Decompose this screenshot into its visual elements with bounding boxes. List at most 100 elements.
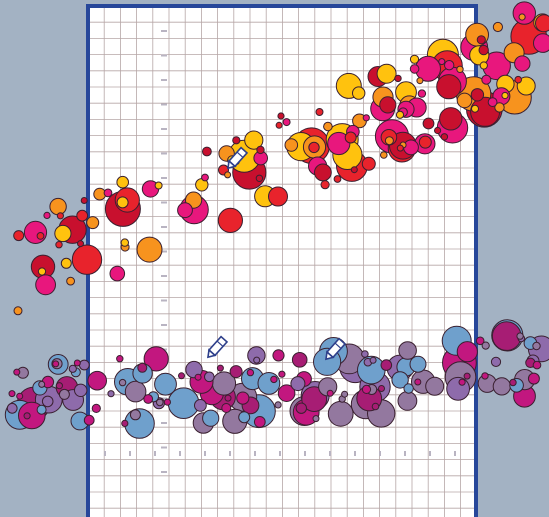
dot	[277, 112, 285, 120]
tick-mark	[161, 446, 167, 449]
dot	[487, 97, 498, 107]
tick-mark	[154, 451, 156, 456]
tick-mark	[129, 451, 131, 456]
dot	[438, 58, 446, 66]
dot	[481, 74, 492, 85]
dot	[403, 139, 419, 156]
pencil-tip	[206, 348, 217, 359]
dot	[527, 372, 540, 385]
dot	[409, 64, 420, 74]
dot	[333, 175, 342, 183]
dot	[378, 385, 385, 392]
tick-mark	[161, 54, 167, 57]
dot	[201, 173, 209, 182]
dot	[86, 216, 100, 230]
dot	[274, 401, 282, 409]
pencil-icons	[206, 146, 347, 361]
dot	[369, 356, 377, 364]
pencil-icon	[324, 337, 347, 361]
dot	[481, 341, 490, 350]
dot	[514, 55, 531, 72]
dot	[308, 141, 320, 154]
dot	[80, 197, 88, 204]
dot	[76, 209, 89, 222]
dot	[56, 212, 65, 220]
dot	[23, 412, 31, 420]
dot	[398, 341, 417, 360]
dot	[256, 145, 265, 155]
dot	[509, 378, 517, 387]
tick-mark	[161, 275, 167, 277]
dot	[244, 130, 264, 150]
tick-mark	[204, 451, 206, 456]
dot	[376, 63, 397, 84]
pencil-band	[236, 151, 244, 158]
dot	[91, 403, 101, 413]
dot	[16, 392, 24, 400]
dot	[71, 244, 103, 275]
warm-dot-cluster	[13, 1, 549, 316]
dot	[475, 336, 485, 346]
dot	[202, 146, 212, 157]
dot	[232, 136, 241, 145]
dot	[465, 22, 490, 47]
tick-marks	[104, 30, 456, 473]
dot	[490, 356, 502, 367]
dot	[470, 88, 485, 102]
dot	[204, 371, 215, 383]
dot	[257, 372, 281, 395]
dot	[397, 391, 418, 411]
dot	[533, 33, 549, 53]
dot	[492, 377, 511, 396]
tick-mark	[161, 324, 167, 326]
dot	[129, 409, 141, 421]
dot	[272, 349, 285, 362]
dot	[350, 166, 358, 174]
grid-lines	[87, 5, 476, 517]
dot	[418, 135, 432, 149]
dot	[458, 378, 466, 386]
dot	[77, 240, 84, 248]
tick-mark	[454, 451, 456, 456]
dot	[217, 207, 243, 233]
dot	[416, 77, 424, 85]
dot	[221, 403, 232, 413]
dot	[116, 355, 124, 363]
tick-mark	[161, 299, 167, 302]
dot	[13, 230, 25, 242]
dot	[66, 276, 75, 286]
dot	[436, 74, 462, 100]
dot	[532, 360, 542, 370]
dot	[394, 74, 402, 83]
dot	[494, 102, 505, 113]
tick-mark	[354, 451, 356, 456]
dot	[282, 118, 291, 127]
tick-mark	[304, 451, 306, 456]
dot	[74, 383, 88, 397]
dot	[535, 14, 549, 33]
dot	[107, 390, 115, 398]
tick-mark	[161, 201, 167, 204]
dot	[224, 394, 232, 402]
tick-mark	[161, 177, 167, 179]
tick-mark	[161, 30, 167, 32]
dot	[270, 375, 278, 384]
dot	[501, 91, 509, 100]
dot	[73, 359, 81, 367]
dot	[6, 402, 18, 414]
dot	[440, 133, 449, 141]
pencil-band	[334, 342, 342, 349]
dot	[391, 371, 409, 389]
dot	[291, 352, 308, 368]
dot	[83, 414, 95, 426]
dot	[323, 121, 333, 132]
tick-mark	[161, 79, 167, 81]
dot	[154, 372, 177, 396]
tick-mark	[254, 451, 256, 456]
dot	[395, 110, 405, 119]
dot	[403, 383, 414, 394]
pencil-tip	[226, 159, 237, 170]
tick-mark	[161, 226, 167, 228]
dot	[422, 117, 435, 130]
dot	[516, 76, 536, 96]
